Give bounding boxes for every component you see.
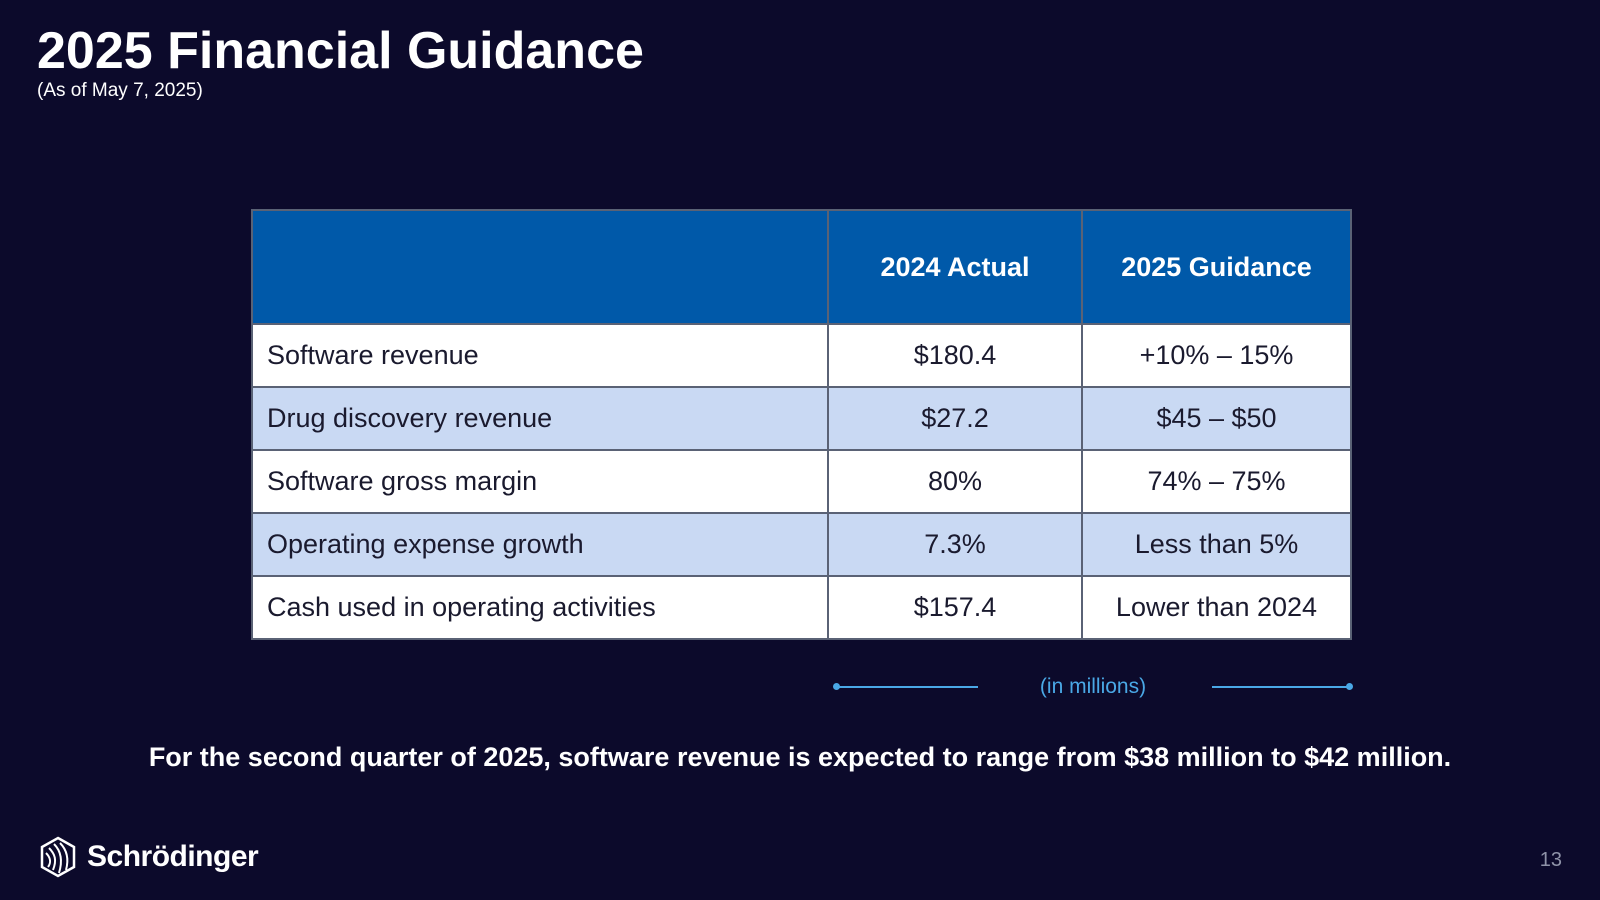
row-actual-2024: 7.3% — [827, 512, 1083, 577]
table-row: Drug discovery revenue $27.2 $45 – $50 — [251, 386, 1352, 451]
row-guidance-2025: $45 – $50 — [1081, 386, 1352, 451]
table-row: Operating expense growth 7.3% Less than … — [251, 512, 1352, 577]
row-actual-2024: $180.4 — [827, 323, 1083, 388]
slide-title: 2025 Financial Guidance — [37, 22, 644, 80]
guidance-footnote: For the second quarter of 2025, software… — [148, 742, 1452, 772]
row-guidance-2025: Less than 5% — [1081, 512, 1352, 577]
units-right-dot — [1346, 683, 1353, 690]
company-logo: Schrödinger — [39, 836, 259, 878]
row-actual-2024: 80% — [827, 449, 1083, 514]
logo-wordmark: Schrödinger — [87, 840, 259, 873]
table-header-row: 2024 Actual 2025 Guidance — [251, 209, 1352, 325]
row-guidance-2025: 74% – 75% — [1081, 449, 1352, 514]
units-left-line — [836, 686, 978, 688]
row-label: Software revenue — [251, 323, 829, 388]
row-actual-2024: $157.4 — [827, 575, 1083, 640]
table-row: Cash used in operating activities $157.4… — [251, 575, 1352, 640]
row-guidance-2025: Lower than 2024 — [1081, 575, 1352, 640]
header-2025-guidance: 2025 Guidance — [1081, 209, 1352, 325]
schrodinger-logo-icon — [39, 836, 77, 878]
header-2024-actual: 2024 Actual — [827, 209, 1083, 325]
guidance-table: 2024 Actual 2025 Guidance Software reven… — [251, 209, 1352, 640]
table-row: Software revenue $180.4 +10% – 15% — [251, 323, 1352, 388]
row-label: Operating expense growth — [251, 512, 829, 577]
units-indicator: (in millions) — [833, 673, 1353, 703]
row-guidance-2025: +10% – 15% — [1081, 323, 1352, 388]
row-actual-2024: $27.2 — [827, 386, 1083, 451]
header-empty-cell — [251, 209, 829, 325]
table-row: Software gross margin 80% 74% – 75% — [251, 449, 1352, 514]
units-label: (in millions) — [1039, 675, 1147, 698]
units-right-line — [1212, 686, 1350, 688]
row-label: Software gross margin — [251, 449, 829, 514]
row-label: Cash used in operating activities — [251, 575, 829, 640]
row-label: Drug discovery revenue — [251, 386, 829, 451]
page-number: 13 — [1539, 849, 1562, 871]
slide-subtitle: (As of May 7, 2025) — [37, 80, 203, 101]
